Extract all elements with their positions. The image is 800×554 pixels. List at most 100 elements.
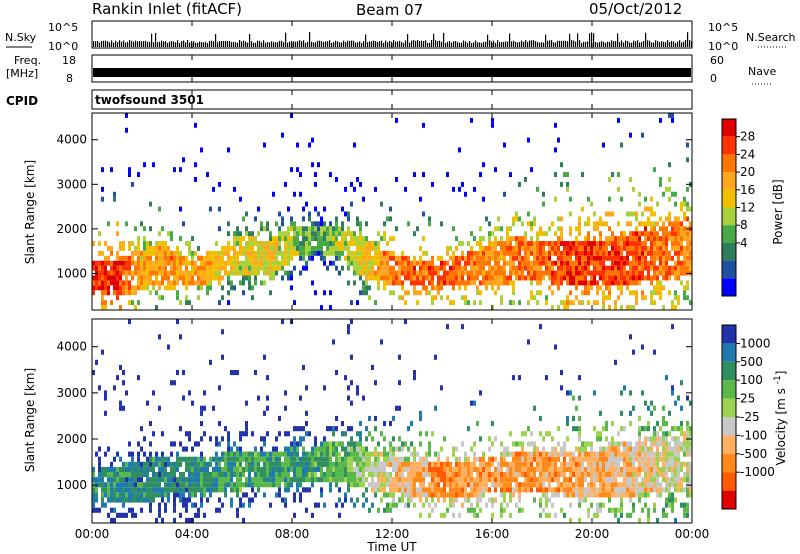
- range-cell: [188, 280, 191, 286]
- nsky-bar: [503, 41, 505, 47]
- range-cell: [161, 431, 164, 437]
- range-cell: [329, 290, 332, 296]
- range-cell: [128, 451, 131, 457]
- range-cell: [317, 231, 320, 237]
- range-cell: [134, 305, 137, 310]
- range-cell: [194, 456, 197, 462]
- range-cell: [587, 245, 590, 251]
- range-cell: [374, 275, 377, 281]
- range-cell: [152, 390, 155, 396]
- range-cell: [386, 241, 389, 246]
- range-cell: [242, 492, 245, 498]
- freq-unit: [MHz]: [6, 67, 38, 80]
- range-cell: [368, 241, 371, 246]
- range-cell: [152, 162, 155, 168]
- range-cell: [611, 482, 614, 488]
- range-cell: [617, 117, 620, 123]
- range-cell: [152, 285, 155, 291]
- range-cell: [413, 456, 416, 462]
- range-cell: [542, 231, 545, 237]
- range-cell: [242, 216, 245, 222]
- range-cell: [614, 441, 617, 447]
- range-cell: [689, 451, 692, 457]
- range-cell: [473, 466, 476, 472]
- range-cell: [563, 451, 566, 457]
- range-cell: [341, 206, 344, 212]
- range-cell: [494, 270, 497, 276]
- nsky-bar: [461, 42, 463, 47]
- range-cell: [605, 451, 608, 457]
- range-cell: [230, 477, 233, 483]
- range-cell: [536, 241, 539, 246]
- range-cell: [596, 260, 599, 266]
- range-cell: [629, 512, 632, 518]
- range-cell: [641, 265, 644, 271]
- range-cell: [176, 461, 179, 467]
- range-cell: [404, 186, 407, 192]
- range-cell: [668, 431, 671, 437]
- range-cell: [632, 487, 635, 493]
- range-cell: [305, 421, 308, 427]
- range-cell: [524, 431, 527, 437]
- range-cell: [248, 236, 251, 242]
- range-cell: [656, 421, 659, 427]
- range-cell: [473, 507, 476, 513]
- range-cell: [140, 221, 143, 227]
- range-cell: [308, 487, 311, 493]
- range-cell: [638, 461, 641, 467]
- range-cell: [392, 466, 395, 472]
- range-cell: [116, 466, 119, 472]
- range-cell: [323, 472, 326, 478]
- range-cell: [113, 265, 116, 271]
- range-cell: [473, 456, 476, 462]
- nsky-bar: [137, 41, 139, 47]
- range-cell: [608, 497, 611, 503]
- range-cell: [227, 231, 230, 237]
- range-cell: [647, 492, 650, 498]
- range-cell: [668, 290, 671, 296]
- range-cell: [659, 250, 662, 256]
- range-cell: [674, 201, 677, 207]
- range-cell: [377, 260, 380, 266]
- range-cell: [119, 482, 122, 488]
- range-cell: [110, 466, 113, 472]
- range-cell: [125, 390, 128, 396]
- range-cell: [98, 270, 101, 276]
- range-cell: [200, 421, 203, 427]
- range-cell: [491, 441, 494, 447]
- range-cell: [539, 472, 542, 478]
- range-cell: [365, 290, 368, 296]
- range-cell: [272, 477, 275, 483]
- range-cell: [92, 497, 95, 503]
- range-cell: [236, 250, 239, 256]
- range-cell: [407, 275, 410, 281]
- range-cell: [419, 260, 422, 266]
- range-cell: [683, 231, 686, 237]
- range-cell: [218, 255, 221, 261]
- range-cell: [308, 236, 311, 242]
- range-cell: [671, 451, 674, 457]
- range-cell: [254, 255, 257, 261]
- range-cell: [116, 270, 119, 276]
- range-cell: [254, 466, 257, 472]
- range-cell: [446, 507, 449, 513]
- range-cell: [599, 477, 602, 483]
- range-cell: [635, 231, 638, 237]
- range-cell: [92, 280, 95, 286]
- range-cell: [281, 497, 284, 503]
- nsky-bar: [513, 40, 515, 47]
- range-cell: [305, 236, 308, 242]
- range-cell: [608, 487, 611, 493]
- range-cell: [368, 275, 371, 281]
- range-cell: [221, 502, 224, 508]
- range-cell: [122, 477, 125, 483]
- range-cell: [266, 472, 269, 478]
- range-cell: [572, 250, 575, 256]
- range-cell: [674, 250, 677, 256]
- range-cell: [158, 502, 161, 508]
- nsky-bar: [313, 42, 315, 47]
- range-cell: [281, 461, 284, 467]
- range-cell: [473, 487, 476, 493]
- range-cell: [374, 446, 377, 452]
- range-cell: [329, 172, 332, 178]
